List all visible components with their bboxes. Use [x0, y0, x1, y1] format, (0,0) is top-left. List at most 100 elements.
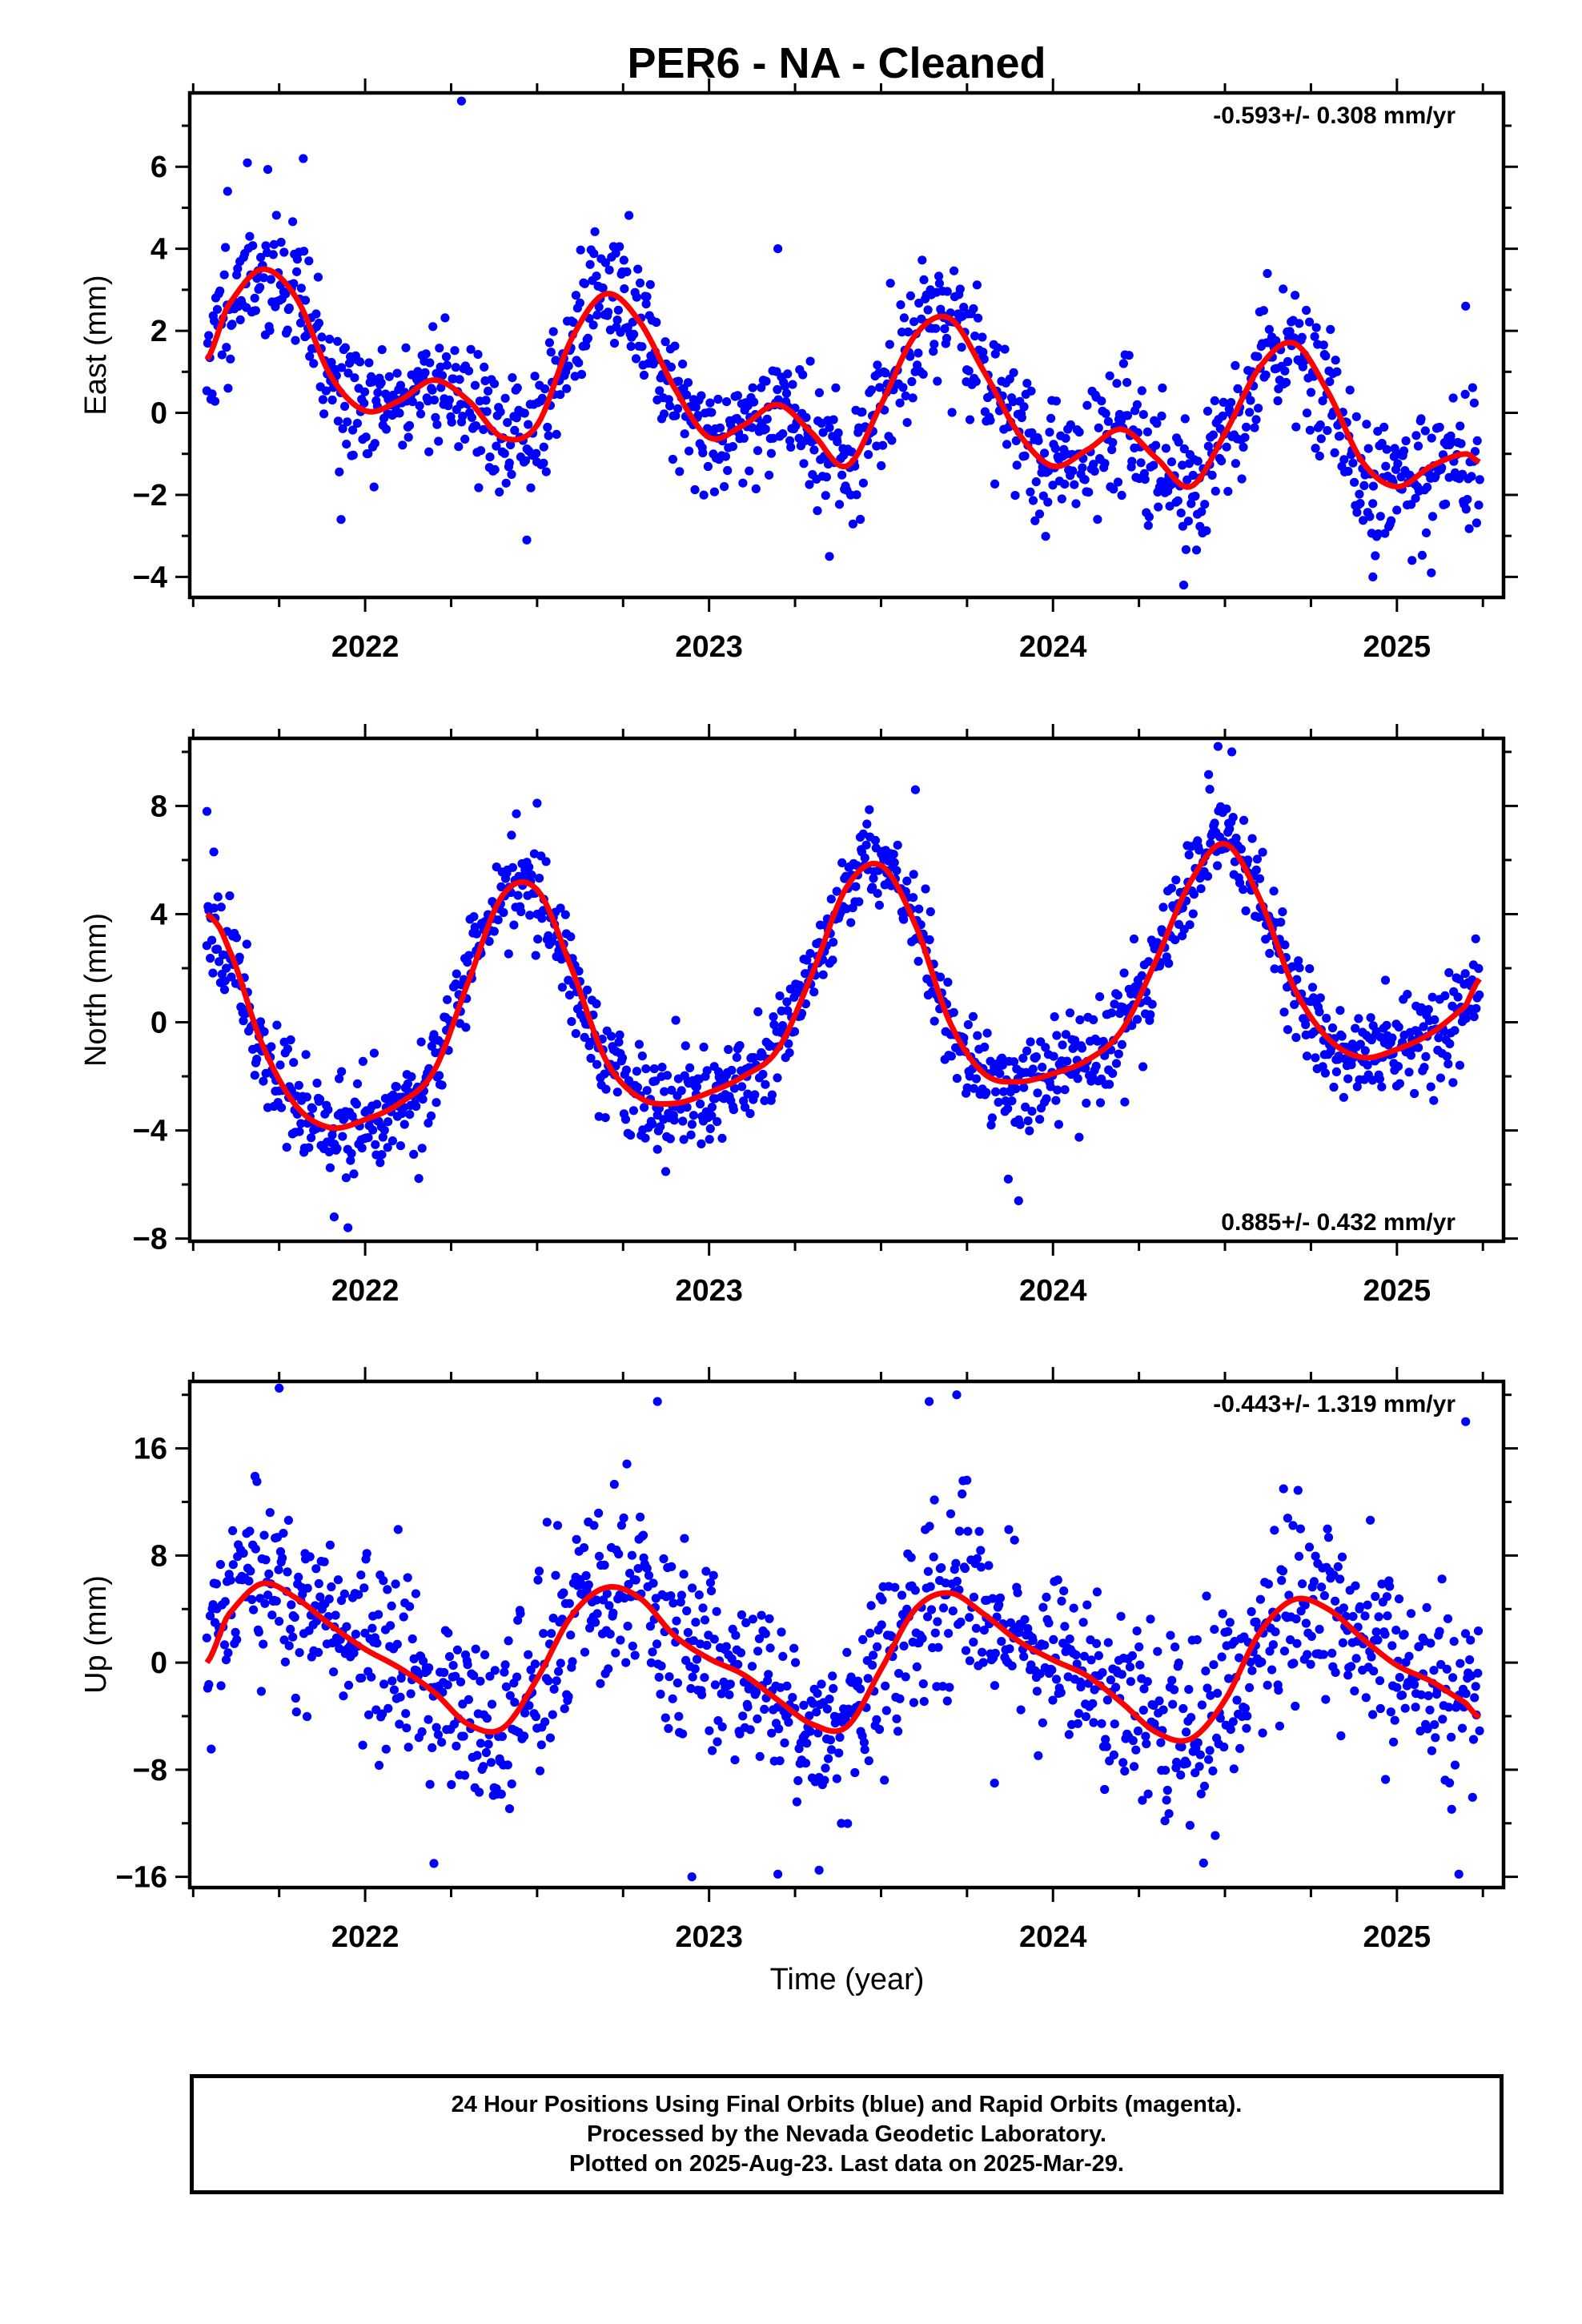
north-fit-line	[205, 841, 1482, 1132]
up-data-point	[622, 1459, 632, 1469]
north-data-point	[641, 1064, 651, 1074]
east-data-point	[299, 154, 308, 163]
up-data-point	[853, 1676, 863, 1686]
up-data-point	[1242, 1723, 1251, 1733]
up-data-point	[1456, 1659, 1465, 1668]
north-ylabel: North (mm)	[79, 913, 113, 1067]
up-data-point	[1275, 1721, 1284, 1731]
north-data-point	[525, 911, 535, 920]
footer-line-2: Processed by the Nevada Geodetic Laborat…	[587, 2121, 1106, 2147]
up-data-point	[1331, 1667, 1340, 1677]
east-data-point	[942, 333, 952, 344]
east-data-point	[265, 326, 275, 336]
up-data-point	[1347, 1662, 1356, 1671]
north-data-point	[921, 884, 930, 894]
up-data-point	[1170, 1685, 1179, 1695]
up-data-point	[487, 1699, 497, 1709]
east-data-point	[420, 368, 430, 377]
up-data-point	[608, 1608, 618, 1618]
north-data-point	[1170, 935, 1180, 945]
north-data-point	[252, 1055, 262, 1064]
east-data-point	[765, 470, 774, 480]
up-data-point	[440, 1667, 449, 1678]
up-data-point	[1442, 1664, 1452, 1674]
up-data-point	[1138, 1795, 1147, 1805]
east-data-point	[1122, 411, 1133, 420]
east-data-point	[641, 300, 651, 309]
east-data-point	[543, 422, 552, 432]
north-data-point	[1031, 1052, 1041, 1062]
north-data-point	[567, 1017, 576, 1027]
north-y-tick-label: 8	[151, 790, 167, 823]
up-data-point	[773, 1869, 783, 1879]
up-data-point	[919, 1697, 929, 1707]
up-data-point	[873, 1642, 882, 1651]
north-data-point	[469, 912, 479, 922]
east-data-point	[1152, 419, 1162, 428]
up-data-point	[1156, 1738, 1166, 1747]
up-data-point	[809, 1699, 818, 1708]
north-data-point	[294, 1080, 303, 1090]
east-data-point	[751, 484, 761, 494]
up-data-point	[748, 1614, 758, 1624]
north-data-point	[760, 1096, 769, 1105]
north-data-point	[387, 1136, 397, 1146]
up-data-point	[1367, 1652, 1376, 1662]
up-data-point	[698, 1603, 708, 1613]
east-x-tick-label: 2022	[331, 630, 400, 664]
up-data-point	[447, 1779, 456, 1790]
north-data-point	[632, 1083, 643, 1092]
east-data-point	[598, 283, 608, 293]
up-data-point	[1429, 1666, 1439, 1675]
up-data-point	[731, 1630, 741, 1640]
east-data-point	[1093, 515, 1102, 525]
east-data-point	[671, 411, 681, 420]
east-data-point	[1191, 491, 1200, 501]
east-data-point	[905, 352, 915, 361]
up-data-point	[717, 1689, 726, 1699]
up-data-point	[239, 1548, 248, 1558]
north-data-point	[1450, 1026, 1460, 1035]
up-data-point	[1053, 1575, 1062, 1585]
north-data-point	[1019, 1083, 1029, 1092]
north-data-point	[707, 1111, 717, 1120]
up-data-point	[1213, 1688, 1223, 1698]
up-data-point	[1366, 1515, 1375, 1525]
east-data-point	[1178, 581, 1189, 590]
east-data-point	[309, 359, 319, 368]
up-data-point	[291, 1693, 300, 1703]
up-data-point	[995, 1593, 1006, 1602]
up-data-point	[1283, 1514, 1292, 1523]
up-data-point	[1274, 1686, 1283, 1695]
up-data-point	[1288, 1521, 1298, 1530]
east-data-point	[1368, 481, 1378, 491]
east-data-point	[421, 349, 431, 359]
east-data-point	[903, 327, 913, 337]
east-data-point	[847, 447, 857, 456]
east-data-point	[454, 442, 464, 452]
north-data-point	[1222, 804, 1231, 814]
up-data-point	[1425, 1705, 1435, 1715]
up-data-point	[1449, 1637, 1459, 1647]
east-data-point	[873, 360, 882, 370]
north-data-point	[379, 1125, 389, 1135]
north-data-point	[1119, 968, 1129, 978]
east-data-point	[979, 354, 989, 364]
up-data-point	[697, 1690, 707, 1699]
east-data-point	[473, 350, 483, 360]
up-data-point	[219, 1640, 230, 1650]
up-data-point	[825, 1735, 835, 1745]
up-data-point	[1436, 1659, 1446, 1670]
north-data-point	[1091, 1061, 1101, 1071]
east-data-point	[1392, 505, 1402, 515]
north-data-point	[862, 819, 872, 829]
east-data-point	[1173, 496, 1182, 505]
north-data-point	[634, 1039, 644, 1049]
north-data-point	[202, 806, 212, 816]
east-data-point	[1011, 436, 1021, 446]
north-data-point	[1028, 1064, 1038, 1074]
east-data-point	[825, 423, 834, 432]
north-data-point	[1147, 999, 1157, 1009]
east-data-point	[957, 343, 966, 352]
east-data-point	[1280, 366, 1290, 376]
